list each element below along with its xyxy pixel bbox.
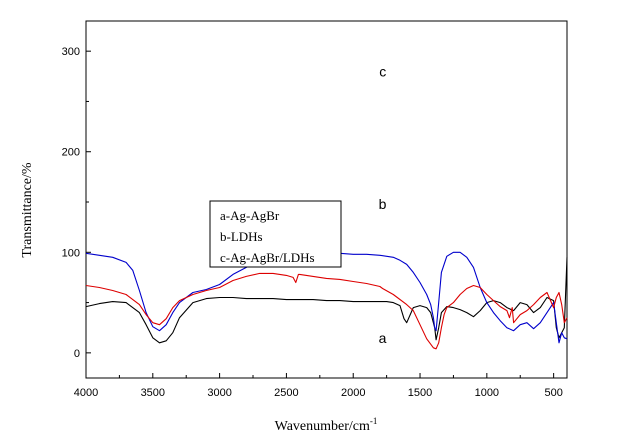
x-tick-label-500: 500 bbox=[544, 387, 562, 399]
x-tick-label-3000: 3000 bbox=[207, 387, 231, 399]
x-tick-label-2000: 2000 bbox=[341, 387, 365, 399]
legend-entry-b: b-LDHs bbox=[220, 229, 263, 244]
axis-ticks: 4000 3500 3000 2500 2000 1500 1000 500 0 100 200 30… bbox=[62, 46, 563, 399]
x-tick-label-3500: 3500 bbox=[141, 387, 165, 399]
y-tick-label-100: 100 bbox=[62, 247, 80, 259]
x-axis-title: Wavenumber/cm-1 bbox=[275, 416, 378, 434]
x-tick-label-1000: 1000 bbox=[475, 387, 499, 399]
legend-entry-a: a-Ag-AgBr bbox=[220, 208, 280, 223]
series-annotations: a b c bbox=[379, 63, 387, 345]
annotation-c: c bbox=[379, 63, 386, 79]
y-tick-label-0: 0 bbox=[74, 348, 80, 360]
x-tick-label-2500: 2500 bbox=[274, 387, 298, 399]
annotation-b: b bbox=[379, 196, 387, 212]
y-tick-label-300: 300 bbox=[62, 46, 80, 58]
y-axis-title: Transmittance/% bbox=[20, 162, 35, 257]
series-c-line bbox=[85, 272, 568, 350]
x-axis-title-main: Wavenumber/cm bbox=[275, 419, 370, 434]
series-group bbox=[85, 251, 568, 350]
series-b-line bbox=[85, 251, 568, 344]
x-tick-label-4000: 4000 bbox=[74, 387, 98, 399]
legend: a-Ag-AgBr b-LDHs c-Ag-AgBr/LDHs bbox=[209, 200, 342, 268]
annotation-a: a bbox=[379, 330, 387, 346]
x-tick-label-1500: 1500 bbox=[408, 387, 432, 399]
series-a-line bbox=[85, 257, 568, 344]
legend-entry-c: c-Ag-AgBr/LDHs bbox=[220, 250, 315, 265]
legend-box bbox=[209, 200, 342, 268]
y-tick-label-200: 200 bbox=[62, 147, 80, 159]
x-axis-title-superscript: -1 bbox=[370, 416, 378, 426]
